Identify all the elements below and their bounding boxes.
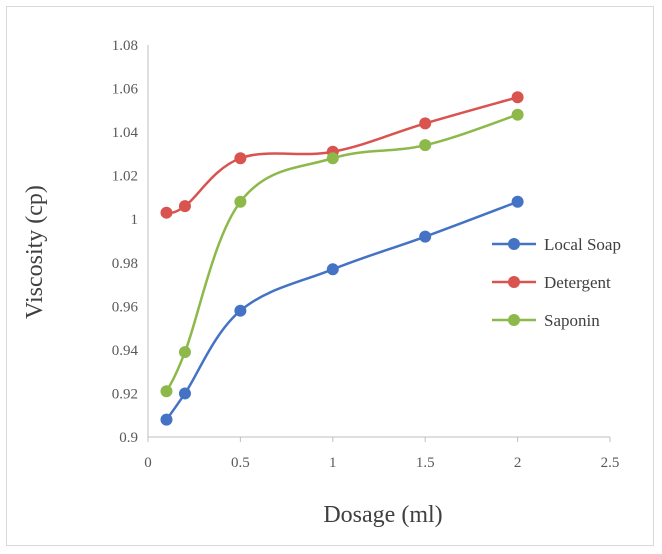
y-tick-label: 1.08: [112, 38, 138, 54]
data-point-saponin: [419, 139, 432, 152]
y-tick-label: 0.9: [119, 430, 138, 446]
y-tick-label: 0.96: [112, 299, 139, 315]
y-axis-title: Viscosity (cp): [22, 185, 48, 319]
legend-label: Detergent: [544, 273, 611, 292]
y-tick-label: 0.98: [112, 256, 138, 272]
data-point-local-soap: [326, 263, 339, 276]
data-point-saponin: [511, 108, 524, 121]
y-tick-label: 1.02: [112, 169, 138, 185]
legend-item-saponin: Saponin: [492, 311, 600, 330]
legend: Local Soap Detergent Saponin: [492, 235, 621, 330]
legend-swatch-marker: [508, 314, 520, 326]
legend-label: Saponin: [544, 311, 600, 330]
series-line-saponin: [165, 113, 518, 392]
x-tick-label: 2: [514, 455, 522, 471]
data-point-local-soap: [234, 304, 247, 317]
y-tick-label: 0.94: [112, 343, 139, 359]
series-detergent: [160, 91, 524, 219]
x-axis-title: Dosage (ml): [323, 502, 442, 528]
data-point-detergent: [178, 200, 191, 213]
data-point-detergent: [511, 91, 524, 104]
y-tick-label: 0.92: [112, 386, 138, 402]
data-point-detergent: [234, 152, 247, 165]
data-point-saponin: [234, 195, 247, 208]
legend-swatch-marker: [508, 238, 520, 250]
axes: [147, 45, 611, 442]
x-tick-label: 2.5: [601, 455, 620, 471]
series-saponin: [160, 108, 524, 398]
tick-labels: 0.9 0.92 0.94 0.96 0.98 1 1.02 1.04 1.06 1.08 0 0.5…: [112, 38, 620, 471]
legend-swatch-marker: [508, 276, 520, 288]
y-tick-label: 1.06: [112, 82, 139, 98]
y-tick-label: 1.04: [112, 125, 139, 141]
data-point-local-soap: [160, 413, 173, 426]
x-tick-label: 1.5: [416, 455, 435, 471]
series-local-soap: [160, 195, 524, 426]
data-point-local-soap: [419, 230, 432, 243]
data-point-detergent: [160, 206, 173, 219]
data-point-local-soap: [178, 387, 191, 400]
series-line-local-soap: [165, 200, 519, 421]
legend-item-local-soap: Local Soap: [492, 235, 621, 254]
data-point-detergent: [419, 117, 432, 130]
data-point-local-soap: [511, 195, 524, 208]
legend-item-detergent: Detergent: [492, 273, 611, 292]
y-tick-label: 1: [131, 212, 139, 228]
x-tick-label: 1: [329, 455, 337, 471]
data-point-saponin: [326, 152, 339, 165]
data-point-saponin: [160, 385, 173, 398]
data-point-saponin: [178, 346, 191, 359]
x-tick-label: 0: [144, 455, 152, 471]
x-tick-label: 0.5: [231, 455, 250, 471]
series: [160, 91, 524, 426]
legend-label: Local Soap: [544, 235, 621, 254]
chart-frame: [6, 6, 654, 546]
